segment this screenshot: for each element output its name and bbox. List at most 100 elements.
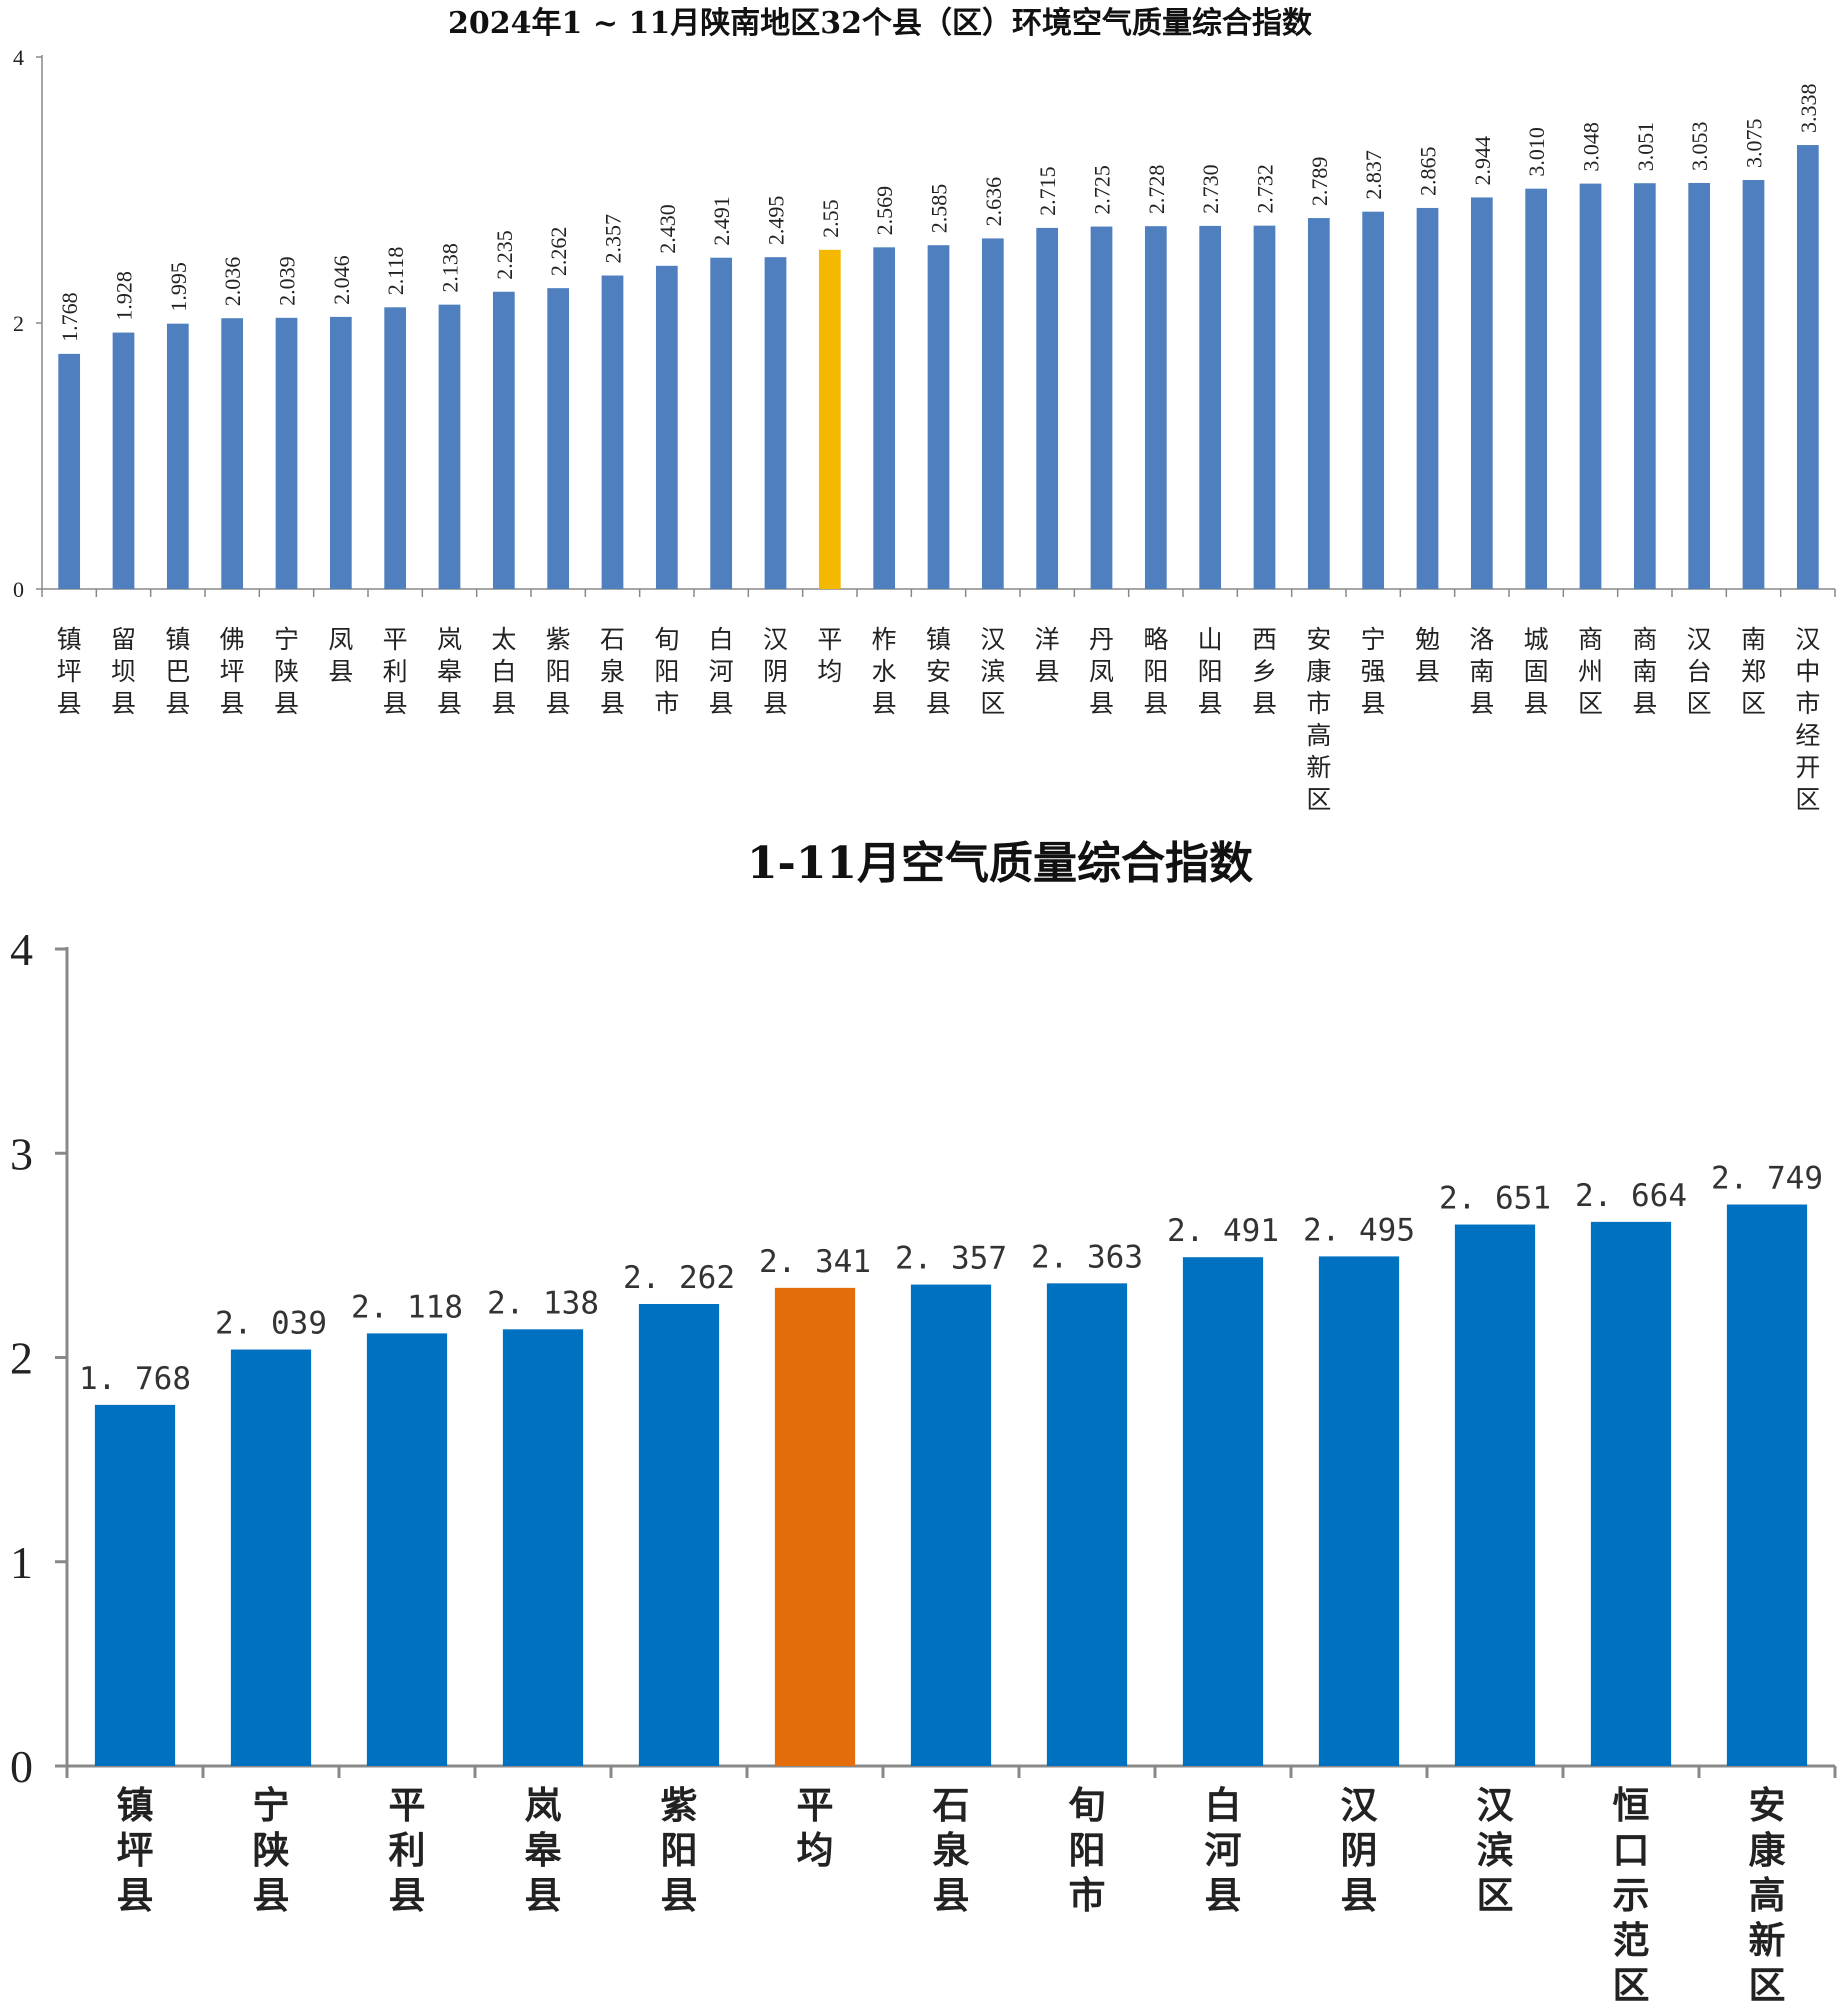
category-label: 平均 — [797, 1783, 834, 1872]
category-label: 汉阴县 — [763, 625, 788, 718]
bar — [1525, 188, 1548, 590]
data-label: 2. 138 — [487, 1285, 599, 1321]
category-label: 留坝县 — [111, 625, 136, 718]
category-label: 旬阳市 — [654, 625, 679, 718]
data-label: 2.036 — [220, 257, 245, 307]
bar — [221, 318, 244, 589]
category-label: 安康市高新区 — [1306, 625, 1331, 814]
bar — [1470, 197, 1493, 589]
category-label: 旬阳市 — [1069, 1783, 1106, 1917]
data-label: 3.048 — [1579, 122, 1604, 172]
data-label: 3.075 — [1742, 119, 1767, 169]
category-label: 山阳县 — [1198, 625, 1223, 718]
y-tick-label: 2 — [10, 1333, 33, 1384]
category-label: 勉县 — [1415, 625, 1440, 686]
data-label: 2.495 — [764, 196, 789, 246]
data-label: 1. 768 — [79, 1361, 191, 1397]
category-label: 西乡县 — [1252, 625, 1277, 718]
category-label: 镇安县 — [926, 625, 951, 718]
bar — [230, 1349, 312, 1766]
data-label: 3.010 — [1524, 127, 1549, 177]
data-label: 2. 495 — [1303, 1212, 1415, 1248]
category-label: 白河县 — [1205, 1783, 1242, 1917]
bar — [764, 257, 787, 589]
bar — [1633, 183, 1656, 590]
bar — [927, 245, 950, 589]
bar — [1362, 211, 1385, 589]
y-tick-label: 4 — [10, 924, 33, 975]
bar — [1307, 218, 1330, 590]
data-label: 2. 341 — [759, 1244, 871, 1280]
data-label: 2.585 — [927, 184, 952, 234]
y-tick-label: 3 — [10, 1128, 33, 1179]
bar — [1590, 1221, 1672, 1766]
bar — [1742, 180, 1765, 589]
category-label: 商州区 — [1578, 625, 1603, 718]
category-label: 紫阳县 — [661, 1783, 698, 1917]
y-tick-label: 0 — [10, 1741, 33, 1792]
bar — [1036, 227, 1059, 589]
data-label: 2.039 — [275, 256, 300, 306]
category-label: 汉滨区 — [1477, 1783, 1515, 1917]
data-label: 2.837 — [1361, 150, 1386, 200]
category-label: 镇坪县 — [57, 625, 82, 718]
bar — [112, 332, 135, 589]
data-label: 2.944 — [1470, 136, 1495, 186]
data-label: 2. 651 — [1439, 1181, 1551, 1217]
category-label: 汉阴县 — [1341, 1783, 1379, 1917]
bar-average — [774, 1287, 856, 1766]
category-label: 汉台区 — [1687, 625, 1712, 718]
data-label: 2.789 — [1307, 157, 1332, 207]
category-label: 柞水县 — [872, 625, 897, 718]
data-label: 3.051 — [1633, 122, 1658, 172]
category-label: 安康高新区 — [1749, 1783, 1786, 2007]
bar — [438, 304, 461, 589]
category-label: 南郑区 — [1741, 625, 1766, 718]
category-label: 商南县 — [1632, 625, 1657, 718]
category-label: 岚皋县 — [437, 625, 462, 718]
bar — [1688, 182, 1711, 590]
data-label: 2.138 — [438, 243, 463, 293]
bar — [366, 1333, 448, 1766]
y-tick-label: 1 — [10, 1537, 33, 1588]
data-label: 1.928 — [112, 271, 137, 321]
data-label: 2. 363 — [1031, 1239, 1143, 1275]
bar — [1090, 226, 1113, 589]
bar — [1199, 225, 1222, 589]
category-label: 汉滨区 — [980, 625, 1005, 718]
bar-average — [818, 249, 841, 589]
bar — [1416, 207, 1439, 589]
data-label: 2. 491 — [1167, 1213, 1279, 1249]
y-tick-label: 0 — [13, 577, 24, 602]
data-label: 2.715 — [1035, 166, 1060, 216]
bar — [492, 291, 515, 589]
bar — [166, 323, 189, 589]
category-label: 略阳县 — [1143, 625, 1168, 718]
data-label: 3.338 — [1796, 84, 1821, 134]
data-label: 2.865 — [1416, 146, 1441, 196]
bar — [1144, 226, 1167, 589]
bar — [710, 257, 733, 589]
chart-top: 2024年1 ~ 11月陕南地区32个县（区）环境空气质量综合指数 0 2 4 1.7… — [13, 6, 1836, 814]
category-label: 宁陕县 — [253, 1783, 290, 1917]
bar — [1318, 1256, 1400, 1766]
chart-top-title: 2024年1 ~ 11月陕南地区32个县（区）环境空气质量综合指数 — [448, 6, 1313, 41]
category-label: 太白县 — [491, 625, 516, 718]
data-label: 2. 749 — [1711, 1161, 1823, 1197]
y-tick-label: 2 — [13, 311, 24, 336]
data-label: 3.053 — [1687, 121, 1712, 171]
category-label: 洛南县 — [1469, 625, 1494, 718]
category-label: 镇巴县 — [165, 625, 190, 718]
bar — [1182, 1257, 1264, 1766]
bar — [1454, 1224, 1536, 1766]
data-label: 2. 262 — [623, 1260, 735, 1296]
data-label: 2.569 — [872, 186, 897, 236]
bar — [275, 317, 298, 589]
category-label: 丹凤县 — [1089, 625, 1114, 718]
category-label: 白河县 — [709, 625, 734, 718]
data-label: 2.55 — [818, 199, 843, 238]
data-label: 2.732 — [1253, 164, 1278, 214]
data-label: 2.357 — [601, 214, 626, 264]
data-label: 1.768 — [57, 292, 82, 342]
